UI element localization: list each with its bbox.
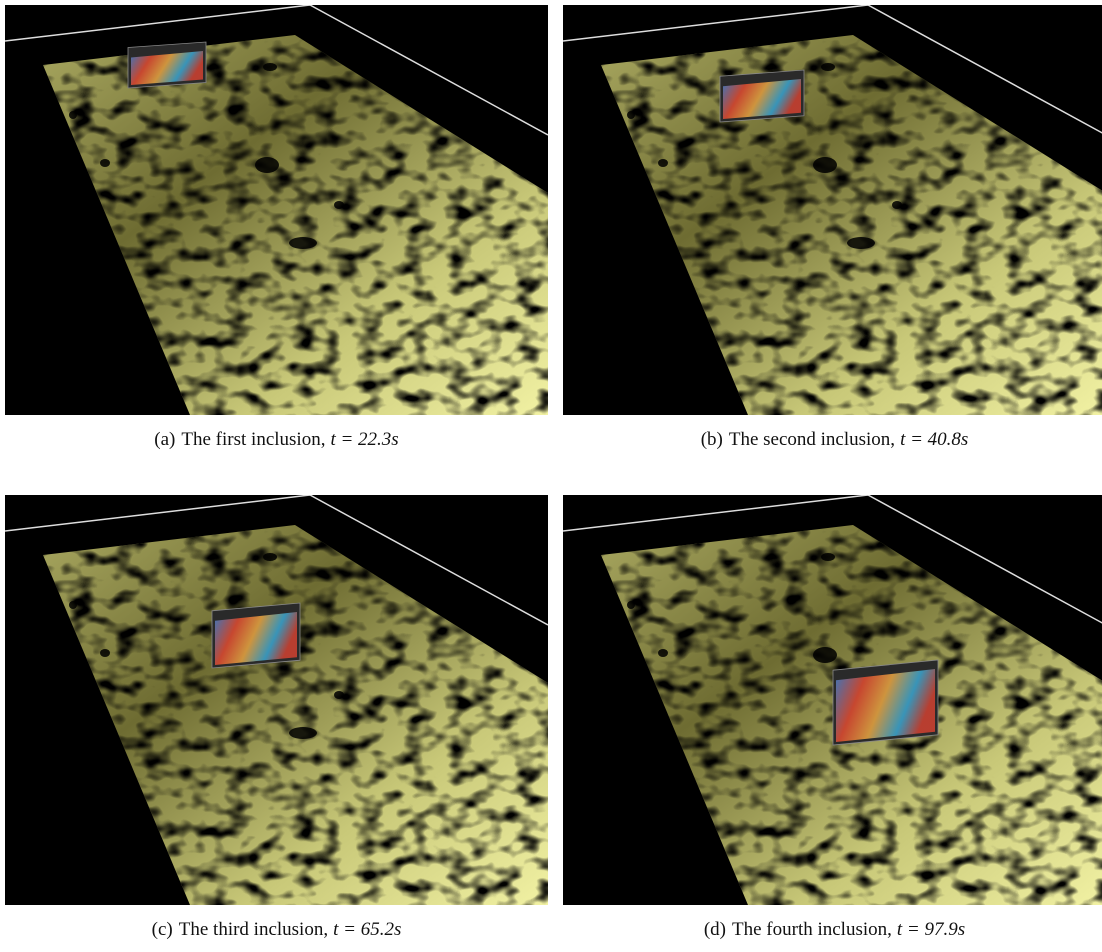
dark-patch	[892, 201, 902, 209]
caption-math: t = 97.9s	[897, 919, 965, 940]
dark-patch	[100, 649, 110, 657]
caption-text: The first inclusion,	[181, 429, 325, 450]
caption-label: (d)	[704, 919, 726, 940]
inset-heatmap	[215, 612, 297, 665]
caption: (a) The first inclusion,t = 22.3s	[5, 429, 548, 451]
dark-patch	[658, 649, 668, 657]
caption-text: The fourth inclusion,	[732, 919, 892, 940]
render-image	[5, 495, 548, 905]
dark-patch	[821, 63, 835, 71]
dark-patch	[100, 159, 110, 167]
dark-patch	[658, 159, 668, 167]
figure: (a) The first inclusion,t = 22.3s (b) The s…	[0, 0, 1102, 952]
dark-patch	[255, 157, 279, 173]
dark-patch	[813, 157, 837, 173]
caption: (d) The fourth inclusion,t = 97.9s	[563, 919, 1102, 941]
caption: (b) The second inclusion,t = 40.8s	[563, 429, 1102, 451]
dark-patch	[289, 727, 317, 739]
dark-patch	[627, 111, 635, 119]
dark-patch	[334, 691, 344, 699]
dark-patch	[334, 201, 344, 209]
dark-patch	[289, 237, 317, 249]
dark-patch	[69, 601, 77, 609]
caption-label: (c)	[152, 919, 173, 940]
caption: (c) The third inclusion,t = 65.2s	[5, 919, 548, 941]
inset-heatmap	[836, 669, 935, 742]
dark-patch	[69, 111, 77, 119]
dark-patch	[821, 553, 835, 561]
dark-patch	[847, 237, 875, 249]
caption-label: (a)	[154, 429, 175, 450]
caption-text: The third inclusion,	[179, 919, 328, 940]
render-image	[563, 5, 1102, 415]
dark-patch	[263, 553, 277, 561]
caption-math: t = 22.3s	[330, 429, 398, 450]
dark-patch	[813, 647, 837, 663]
render-image	[563, 495, 1102, 905]
dark-patch	[263, 63, 277, 71]
caption-math: t = 40.8s	[900, 429, 968, 450]
dark-patch	[627, 601, 635, 609]
render-image	[5, 5, 548, 415]
caption-math: t = 65.2s	[333, 919, 401, 940]
caption-label: (b)	[701, 429, 723, 450]
caption-text: The second inclusion,	[729, 429, 895, 450]
